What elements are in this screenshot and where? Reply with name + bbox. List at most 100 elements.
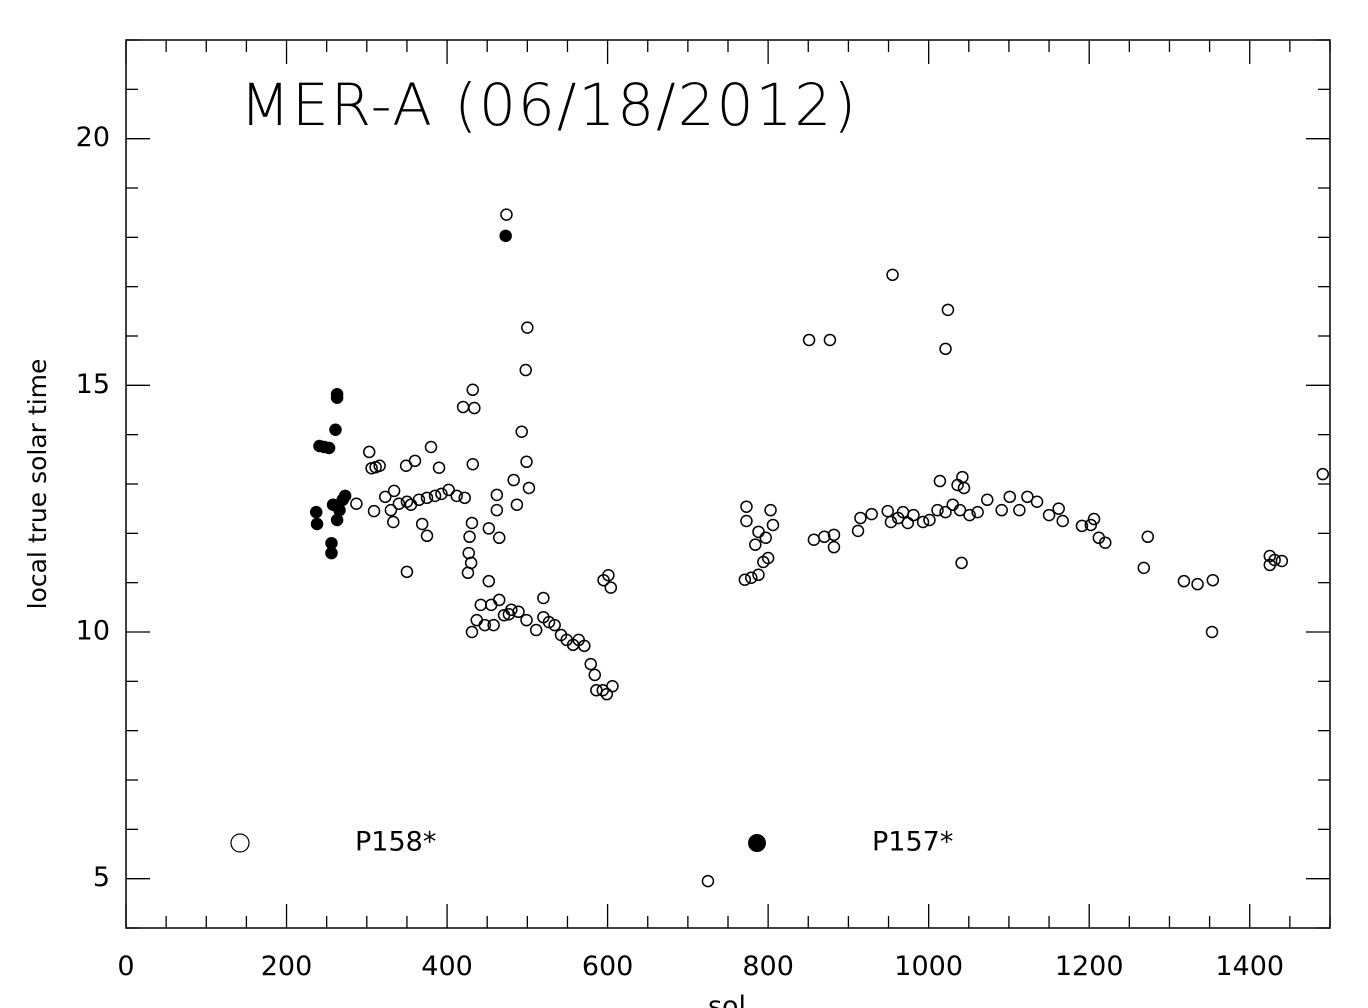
legend-label-p158: P158* [355,827,436,858]
point-p158 [520,455,533,469]
point-p158 [939,342,952,356]
point-p158 [1191,577,1204,591]
legend-marker-p157 [748,834,766,852]
point-p158 [1030,495,1044,509]
point-p158 [420,491,434,505]
point-p158 [515,425,528,438]
point-p158 [464,556,478,570]
point-p158 [963,508,976,522]
point-p158 [1013,503,1026,517]
point-p158 [424,440,438,454]
point-p158 [590,683,603,697]
point-p158 [507,473,520,487]
point-p158 [474,598,488,612]
point-p158 [916,515,930,529]
y-tick-label: 10 [76,616,110,647]
point-p158 [1316,467,1330,481]
point-p158 [428,489,442,503]
x-tick-label: 1000 [894,951,963,982]
point-p158 [1275,554,1289,568]
point-p158 [956,470,969,484]
point-p158 [907,508,920,522]
point-p158 [500,208,513,221]
point-p158 [484,598,498,612]
point-p158 [766,518,780,532]
point-p158 [450,489,463,503]
point-p158 [701,874,715,888]
point-p158 [971,505,984,519]
point-p158 [482,574,496,588]
point-p157 [499,229,512,243]
x-tick-label: 0 [117,951,134,982]
point-p158 [981,493,994,507]
point-p158 [367,504,381,518]
point-p158 [818,530,831,544]
y-tick-label: 20 [76,122,110,153]
point-p158 [1141,530,1155,544]
legend-marker-p158 [230,833,250,853]
point-p158 [466,383,480,397]
point-p158 [392,497,406,510]
point-p158 [865,507,878,521]
chart-title: MER-A (06/18/2012) [240,71,858,139]
point-p158 [1021,490,1034,504]
point-p158 [492,593,506,607]
point-p158 [442,483,455,497]
point-p158 [752,525,765,539]
point-p158 [941,303,955,317]
point-p158 [1056,514,1069,528]
point-p158 [412,493,426,507]
x-tick-label: 1200 [1055,951,1124,982]
point-p158 [884,515,898,529]
point-p157 [325,546,338,560]
point-p158 [827,528,841,542]
point-p158 [1205,625,1219,639]
x-tick-label: 800 [742,951,794,982]
point-p158 [415,517,429,531]
point-p158 [578,639,591,653]
point-p158 [362,445,376,459]
point-p158 [955,556,968,570]
point-p158 [901,516,915,530]
point-p158 [487,618,500,632]
point-p158 [957,481,971,495]
point-p158 [1052,502,1065,515]
point-p158 [490,503,504,517]
x-axis-label: sol [708,991,746,1008]
point-p158 [420,529,434,543]
point-p158 [1268,553,1281,567]
point-p158 [745,571,758,584]
point-p158 [740,514,753,528]
point-p158 [408,454,422,468]
point-p158 [606,680,619,693]
point-p158 [740,500,753,513]
point-p158 [463,530,476,544]
point-p158 [802,333,816,347]
point-p158 [939,505,952,519]
point-p157 [310,517,324,531]
x-tick-label: 600 [582,951,634,982]
point-p158 [537,591,550,605]
point-p158 [520,613,533,627]
point-p158 [379,490,392,504]
point-p157 [338,489,352,503]
point-p158 [510,498,524,511]
x-tick-label: 400 [421,951,473,982]
point-p158 [854,511,867,525]
point-p158 [458,491,471,505]
point-p158 [1206,573,1220,587]
point-p158 [492,531,506,545]
point-p158 [604,581,618,594]
point-p158 [522,481,536,495]
point-p157 [330,391,344,404]
y-axis-label: local true solar time [23,359,52,610]
point-p157 [329,423,342,436]
point-p158 [933,474,947,488]
point-p158 [946,498,959,511]
point-p158 [1075,519,1089,533]
point-p158 [465,516,479,530]
y-tick-label: 5 [93,862,110,893]
point-p158 [807,533,821,546]
point-p158 [373,459,386,472]
point-p158 [1042,508,1056,522]
